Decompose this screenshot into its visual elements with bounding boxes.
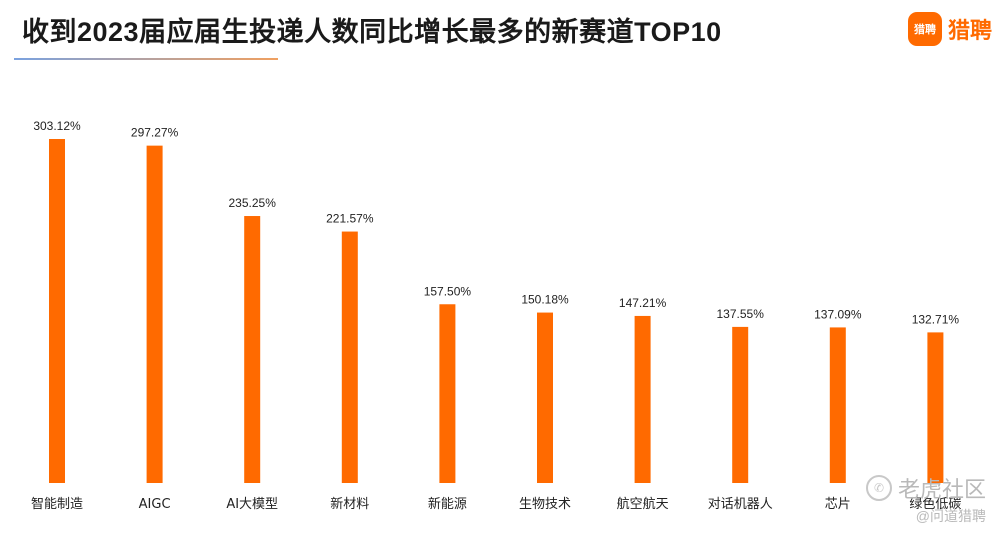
category-label-0: 智能制造 (31, 497, 83, 512)
category-label-4: 新能源 (428, 496, 467, 512)
category-label-9: 绿色低碳 (909, 496, 961, 512)
bar-9 (927, 332, 944, 483)
liepin-logo: 猎聘 猎聘 (907, 12, 992, 46)
bar-2 (244, 216, 261, 483)
category-label-6: 航空航天 (617, 496, 669, 512)
bar-3 (341, 231, 358, 483)
category-label-3: 新材料 (330, 496, 369, 512)
category-label-7: 对话机器人 (708, 497, 773, 512)
category-label-2: AI大模型 (226, 497, 278, 512)
bar-7 (732, 326, 749, 483)
logo-badge-icon: 猎聘 (907, 12, 942, 46)
data-label-2: 235.25% (229, 196, 277, 210)
category-label-8: 芯片 (825, 497, 851, 512)
data-label-5: 150.18% (521, 293, 569, 307)
bar-5 (537, 312, 553, 483)
watermark: ✆ 老虎社区 @问道猎聘 (865, 472, 986, 526)
data-label-8: 137.09% (814, 307, 862, 321)
tiger-community-icon: ✆ (865, 475, 892, 501)
data-label-4: 157.50% (424, 284, 472, 298)
bar-6 (634, 315, 651, 483)
category-label-1: AIGC (139, 497, 171, 512)
watermark-line2: @问道猎聘 (915, 508, 986, 524)
data-label-0: 303.12% (33, 119, 81, 133)
data-label-7: 137.55% (717, 307, 765, 321)
data-label-9: 132.71% (912, 312, 960, 326)
title-underline (14, 58, 278, 60)
logo-text: 猎聘 (947, 18, 992, 43)
bar-4 (439, 304, 456, 483)
bar-1 (146, 145, 163, 483)
data-label-3: 221.57% (326, 212, 374, 226)
bar-0 (49, 139, 65, 483)
data-label-6: 147.21% (619, 296, 667, 310)
watermark-line1: 老虎社区 (897, 477, 986, 502)
category-label-5: 生物技术 (519, 497, 571, 512)
chart-title: 收到2023届应届生投递人数同比增长最多的新赛道TOP10 (22, 17, 722, 47)
bar-8 (829, 327, 846, 483)
data-label-1: 297.27% (131, 126, 179, 140)
